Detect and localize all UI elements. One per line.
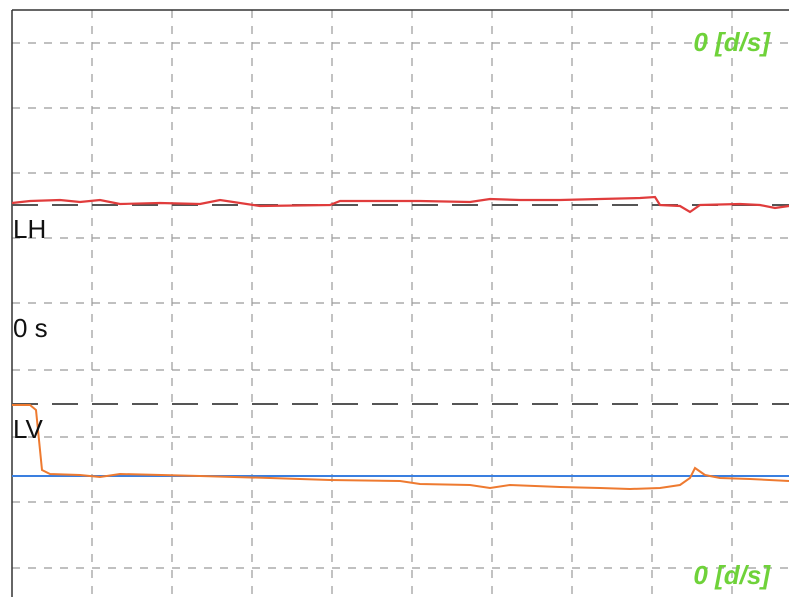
bottom-scale-label: 0 [d/s] bbox=[693, 560, 771, 590]
lv-trace bbox=[12, 404, 789, 491]
lh-label: LH bbox=[13, 214, 46, 244]
grid bbox=[12, 10, 789, 597]
lv-label: LV bbox=[13, 414, 44, 444]
top-scale-label: 0 [d/s] bbox=[693, 27, 771, 57]
time-label: 0 s bbox=[13, 313, 48, 343]
lh-trace bbox=[11, 195, 789, 214]
